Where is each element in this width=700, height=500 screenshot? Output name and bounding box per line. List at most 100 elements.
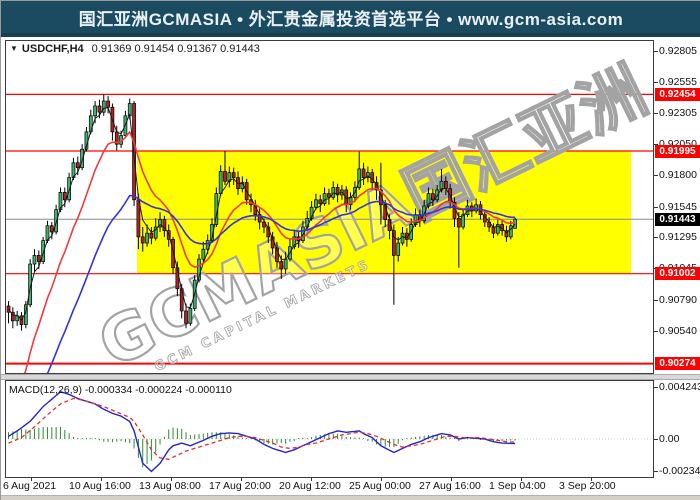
macd-tick-mark [654, 387, 658, 388]
candle-bull [513, 218, 517, 229]
time-tick-mark [591, 478, 592, 481]
price-tick-label: 0.91545 [659, 200, 697, 213]
price-level-badge: 0.90274 [655, 357, 700, 371]
price-tick-mark [654, 81, 658, 83]
candle-bear [75, 162, 80, 169]
time-tick-mark [521, 478, 522, 481]
ma-fast-line [8, 107, 516, 321]
time-axis-label: 3 Sep 20:00 [559, 480, 616, 492]
candle-bear [504, 230, 509, 238]
candle-bull [205, 240, 210, 250]
candle-bear [456, 217, 461, 228]
candle-bull [426, 193, 431, 207]
macd-tick-label: 0.004243 [659, 381, 700, 393]
candle-bear [361, 168, 366, 178]
candle-bull [322, 193, 327, 204]
candle-bear [149, 232, 154, 239]
time-tick-mark [101, 478, 102, 481]
candle-bear [231, 172, 236, 178]
candle-bull [461, 214, 465, 228]
candle-bull [357, 168, 362, 188]
candle-bear [97, 105, 102, 113]
macd-panel[interactable] [5, 380, 654, 478]
candle-bear [279, 261, 284, 270]
price-tick-mark [654, 175, 658, 177]
time-axis-label: 1 Sep 04:00 [489, 480, 546, 492]
price-level-badge: 0.91002 [655, 267, 700, 281]
window-bottom-strip [1, 495, 700, 500]
time-axis-label: 6 Aug 2021 [3, 480, 57, 492]
price-tick-label: 0.91295 [659, 231, 697, 244]
candle-bear [374, 182, 379, 191]
candle-bull [283, 258, 288, 270]
price-tick-mark [654, 237, 658, 239]
current-price-badge: 0.91443 [655, 212, 700, 226]
candle-bear [36, 255, 41, 262]
price-tick-mark [654, 51, 658, 52]
candle-bear [171, 238, 175, 269]
candle-bear [392, 230, 396, 256]
candle-bull [495, 224, 500, 234]
macd-name: MACD(12,26,9) [9, 384, 82, 396]
candle-bull [41, 240, 45, 262]
candle-bull [435, 189, 440, 201]
time-axis-label: 20 Aug 12:00 [279, 480, 341, 492]
macd-line [8, 391, 516, 473]
time-tick-mark [311, 478, 312, 481]
time-axis-label: 25 Aug 00:00 [349, 480, 411, 492]
candle-bull [292, 236, 297, 248]
candle-bear [140, 236, 145, 244]
candle-bear [443, 180, 448, 190]
macd-histogram [8, 426, 516, 468]
candle-bear [318, 199, 323, 204]
macd-signal-line [8, 397, 516, 460]
time-axis-label: 27 Aug 16:00 [419, 480, 481, 492]
candle-bull [145, 232, 149, 244]
candle-bear [262, 221, 266, 228]
price-level-badge: 0.91995 [655, 144, 700, 158]
promo-banner-text: 国汇亚洲GCMASIA • 外汇贵金属投资首选平台 • www.gcm-asia… [78, 9, 624, 29]
panel-separator[interactable] [1, 374, 700, 380]
price-tick-label: 0.90540 [659, 324, 697, 337]
time-axis-label: 10 Aug 16:00 [69, 480, 131, 492]
macd-tick-mark [654, 470, 658, 472]
candle-bull [188, 308, 193, 324]
candle-bear [136, 199, 141, 238]
candle-bull [158, 219, 162, 228]
candle-bear [132, 103, 136, 201]
candle-bull [396, 242, 401, 256]
promo-banner: 国汇亚洲GCMASIA • 外汇贵金属投资首选平台 • www.gcm-asia… [1, 1, 700, 37]
candle-bear [62, 192, 67, 201]
candle-bull [54, 209, 58, 233]
price-tick-label: 0.92555 [659, 75, 697, 88]
macd-tick-label: -0.002345 [659, 464, 700, 477]
time-tick-mark [381, 478, 382, 481]
candle-bear [184, 310, 188, 324]
candle-bear [430, 193, 435, 201]
candle-bull [439, 180, 444, 191]
candle-bull [101, 100, 106, 113]
candle-bull [366, 172, 370, 178]
candle-bear [335, 187, 340, 196]
time-axis-label: 17 Aug 20:00 [209, 480, 271, 492]
price-level-badge: 0.92454 [655, 87, 700, 101]
candle-bull [58, 192, 63, 211]
candle-bear [10, 311, 15, 322]
candle-bear [106, 100, 110, 108]
candle-bull [197, 258, 201, 281]
price-tick-label: 0.91800 [659, 169, 697, 182]
chart-window: ▼ USDCHF,H4 0.91369 0.91454 0.91367 0.9144… [1, 37, 700, 500]
time-tick-mark [171, 478, 172, 481]
macd-panel-layer [6, 391, 653, 473]
symbol-marker-icon: ▼ [10, 44, 18, 53]
candle-bull [67, 177, 71, 201]
price-tick-mark [654, 206, 658, 208]
candle-bull [153, 226, 158, 239]
candle-bear [327, 193, 331, 198]
candle-bull [218, 171, 223, 194]
candle-bear [49, 225, 54, 233]
price-tick-label: 0.92305 [659, 106, 697, 119]
